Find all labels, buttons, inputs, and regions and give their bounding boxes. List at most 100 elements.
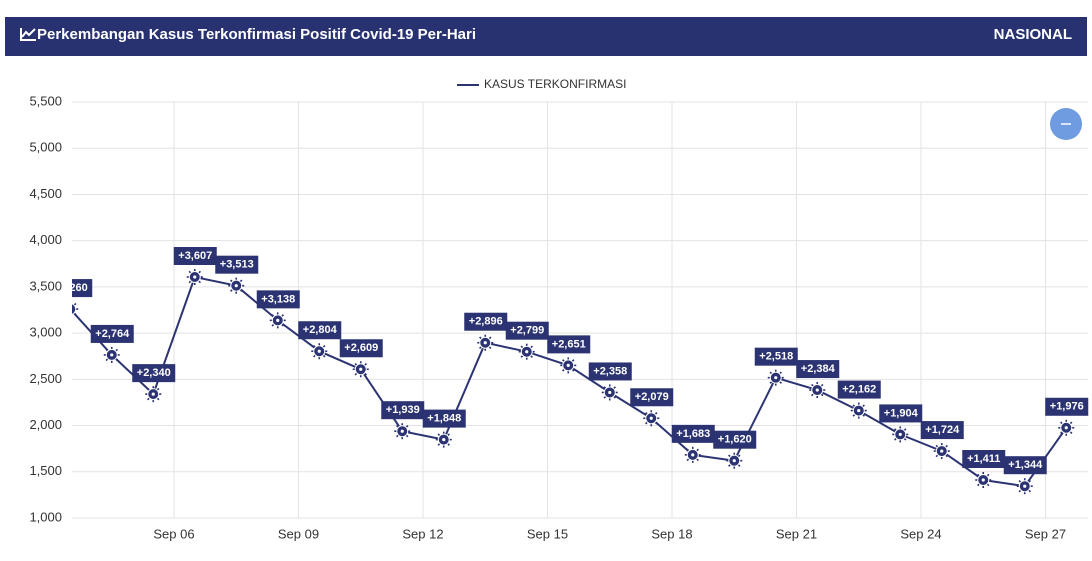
data-label-box: [547, 335, 591, 354]
data-label-text: +1,724: [925, 424, 960, 436]
data-label-box: [671, 424, 715, 443]
data-label-text: +1,411: [967, 453, 1000, 465]
point-marker: [892, 426, 909, 443]
data-label-box: [381, 401, 425, 420]
point-marker: [477, 334, 494, 351]
marker-dot: [774, 376, 778, 380]
data-label-box: [920, 421, 964, 440]
y-tick-label: 2,000: [29, 417, 62, 432]
point-marker: [394, 423, 411, 440]
point-marker: [560, 357, 577, 374]
data-label: +2,384: [796, 360, 840, 379]
data-label-text: +2,384: [801, 363, 836, 375]
point-marker: [435, 431, 452, 448]
data-label-box: [837, 380, 881, 399]
data-label: +2,609: [339, 339, 383, 358]
data-label-text: +2,896: [469, 316, 503, 328]
header-icon: [20, 28, 36, 41]
data-label-box: [796, 360, 840, 379]
data-label: +2,804: [298, 321, 342, 340]
data-label-text: +1,683: [676, 428, 710, 440]
point-marker: [726, 452, 743, 469]
y-tick-label: 1,000: [29, 509, 62, 524]
data-label-text: +1,344: [1008, 459, 1043, 471]
data-label: +2,651: [547, 335, 591, 354]
data-label: +1,904: [879, 404, 923, 423]
point-marker: [145, 386, 162, 403]
data-label: +2,358: [588, 362, 632, 381]
series-line: [72, 275, 1068, 488]
x-tick-label: Sep 18: [651, 526, 692, 541]
marker-body: [72, 303, 77, 315]
data-label-text: +2,358: [593, 365, 627, 377]
header-region: NASIONAL: [994, 26, 1072, 43]
data-label-box: [339, 339, 383, 358]
point-marker: [643, 410, 660, 427]
marker-dot: [483, 341, 487, 345]
data-label-text: +3,607: [178, 250, 212, 262]
x-tick-label: Sep 12: [402, 526, 443, 541]
data-label: +3,607: [173, 246, 217, 265]
grid: [72, 101, 1088, 519]
data-label-text: +1,939: [386, 404, 420, 416]
data-label: +3,260: [54, 279, 93, 298]
point-marker: [1058, 419, 1075, 436]
data-label-text: +3,260: [54, 282, 88, 294]
point-marker: [809, 382, 826, 399]
marker-dot: [566, 363, 570, 367]
y-tick-label: 2,500: [29, 371, 62, 386]
point-marker: [767, 369, 784, 386]
data-label-box: [90, 324, 134, 343]
data-label-text: +1,620: [718, 434, 752, 446]
marker-dot: [193, 275, 197, 279]
y-tick-label: 4,000: [29, 232, 62, 247]
data-label: +2,518: [754, 347, 798, 366]
data-label-text: +3,138: [261, 293, 295, 305]
data-label: +2,764: [90, 324, 134, 343]
marker-dot: [151, 392, 155, 396]
marker-dot: [981, 478, 985, 482]
y-tick-label: 3,000: [29, 325, 62, 340]
x-tick-label: Sep 27: [1025, 526, 1066, 541]
data-label: +2,162: [837, 380, 881, 399]
point-marker: [1016, 478, 1033, 495]
data-label-box: [132, 364, 176, 383]
y-tick-label: 1,500: [29, 463, 62, 478]
marker-dot: [732, 459, 736, 463]
y-tick-label: 5,500: [29, 93, 62, 108]
y-tick-label: 5,000: [29, 140, 62, 155]
data-label-text: +2,079: [635, 391, 669, 403]
data-label-text: +2,804: [303, 324, 338, 336]
marker-dot: [649, 416, 653, 420]
x-tick-label: Sep 15: [527, 526, 568, 541]
marker-dot: [940, 449, 944, 453]
data-label: +1,620: [713, 430, 757, 449]
legend: KASUS TERKONFIRMASI: [457, 77, 626, 91]
marker-dot: [110, 353, 114, 357]
point-marker: [269, 312, 286, 329]
marker-dot: [608, 390, 612, 395]
zoom-button[interactable]: [1050, 108, 1082, 140]
data-label: +1,683: [671, 424, 715, 443]
data-label-box: [505, 321, 549, 340]
plot: +3,260 +2,764 +2,340 +3,607 +3,513 +3,138 +2,8…: [54, 246, 1089, 495]
data-label-text: +1,848: [427, 413, 461, 425]
point-marker: [186, 268, 203, 285]
point-marker: [103, 346, 120, 363]
data-label-text: +1,976: [1050, 401, 1084, 413]
point-marker: [850, 402, 867, 419]
point-marker: [72, 302, 79, 316]
x-tick-label: Sep 24: [900, 526, 941, 541]
data-label-box: [173, 246, 217, 265]
point-marker: [228, 277, 245, 294]
data-label: +1,411: [962, 450, 1006, 469]
data-label-text: +2,609: [344, 342, 378, 354]
data-label: +2,079: [630, 388, 674, 407]
marker-dot: [234, 284, 238, 288]
marker-dot: [400, 429, 404, 433]
marker-dot: [525, 350, 529, 354]
data-label-text: +2,764: [95, 328, 130, 340]
data-label-box: [962, 450, 1006, 469]
